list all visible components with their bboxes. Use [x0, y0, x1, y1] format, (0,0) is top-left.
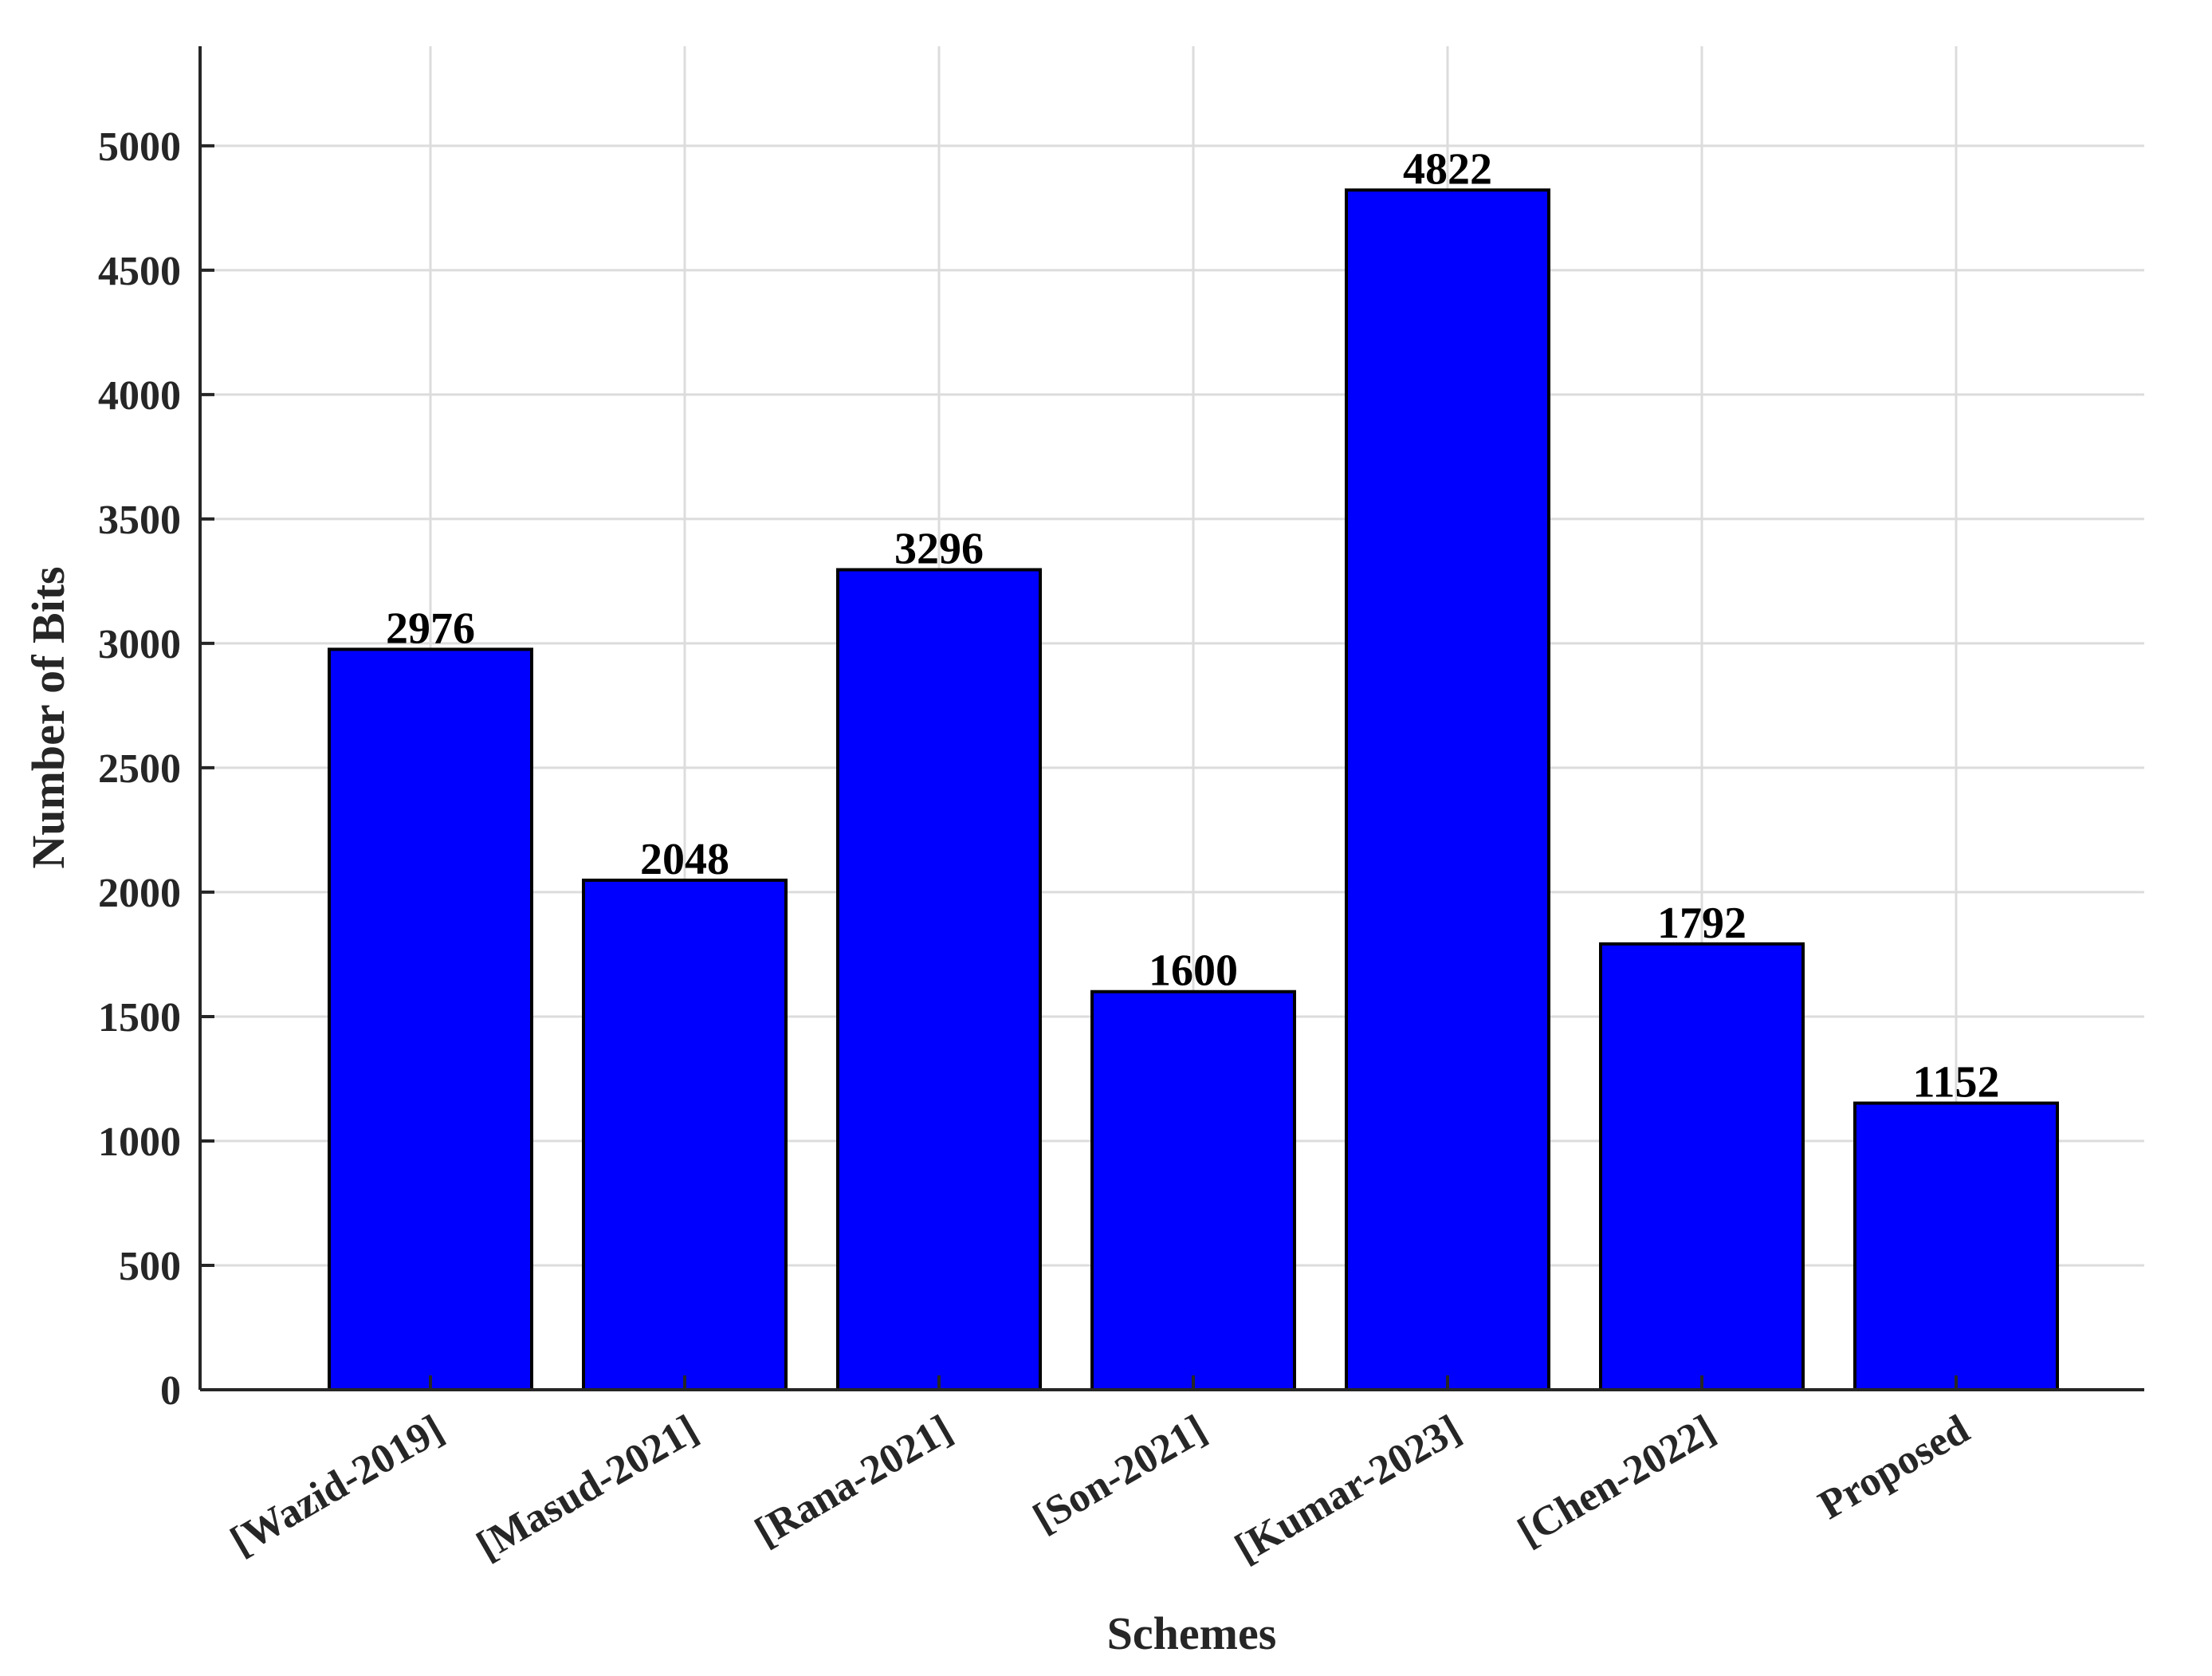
- y-tick-label: 500: [119, 1244, 181, 1289]
- y-tick-label: 1000: [98, 1119, 181, 1165]
- bar-value-label: 1152: [1913, 1058, 2000, 1107]
- bar: [1090, 989, 1296, 1391]
- bar-value-label: 3296: [894, 525, 984, 574]
- bar: [1599, 942, 1805, 1391]
- bar: [1345, 188, 1550, 1391]
- y-tick-label: 4500: [98, 249, 181, 294]
- bars: [328, 188, 2059, 1392]
- y-tick-label: 4000: [98, 373, 181, 419]
- y-tick-label: 5000: [98, 124, 181, 170]
- y-tick-label: 3500: [98, 498, 181, 543]
- y-tick-label: 2000: [98, 871, 181, 916]
- bar-value-label: 1600: [1149, 946, 1238, 996]
- y-tick-label: 1500: [98, 995, 181, 1041]
- x-tick-label: [Masud-2021]: [470, 1407, 705, 1569]
- bar-value-label: 1792: [1657, 899, 1746, 948]
- x-ticks: [Wazid-2019] [Masud-2021] [Rana-2021] [Son-…: [223, 1375, 1977, 1572]
- y-tick-label: 0: [160, 1368, 181, 1414]
- y-tick-label: 2500: [98, 746, 181, 792]
- bar-value-label: 2976: [386, 604, 475, 653]
- x-tick-label: [Chen-2022]: [1511, 1407, 1723, 1556]
- x-axis-title: Schemes: [1107, 1607, 1277, 1659]
- x-tick-label: Proposed: [1811, 1407, 1977, 1528]
- x-tick-label: [Kumar-2023]: [1228, 1407, 1468, 1572]
- x-tick-label: [Rana-2021]: [748, 1407, 960, 1556]
- bar: [836, 568, 1042, 1392]
- y-ticks: 0 500 1000 1500 2000 2500 3000 3500 4000 4500 5000: [98, 124, 214, 1414]
- bar-value-label: 4822: [1403, 144, 1492, 194]
- bar: [1853, 1101, 2059, 1391]
- x-tick-label: [Son-2021]: [1026, 1407, 1214, 1541]
- bar: [328, 647, 533, 1391]
- bar-value-label: 2048: [640, 835, 729, 884]
- y-tick-label: 3000: [98, 622, 181, 667]
- bar: [582, 878, 788, 1391]
- y-axis-title: Number of Bits: [22, 566, 74, 868]
- x-tick-label: [Wazid-2019]: [223, 1407, 451, 1564]
- data-labels: 2976 2048 3296 1600 4822 1792 1152: [386, 144, 1999, 1107]
